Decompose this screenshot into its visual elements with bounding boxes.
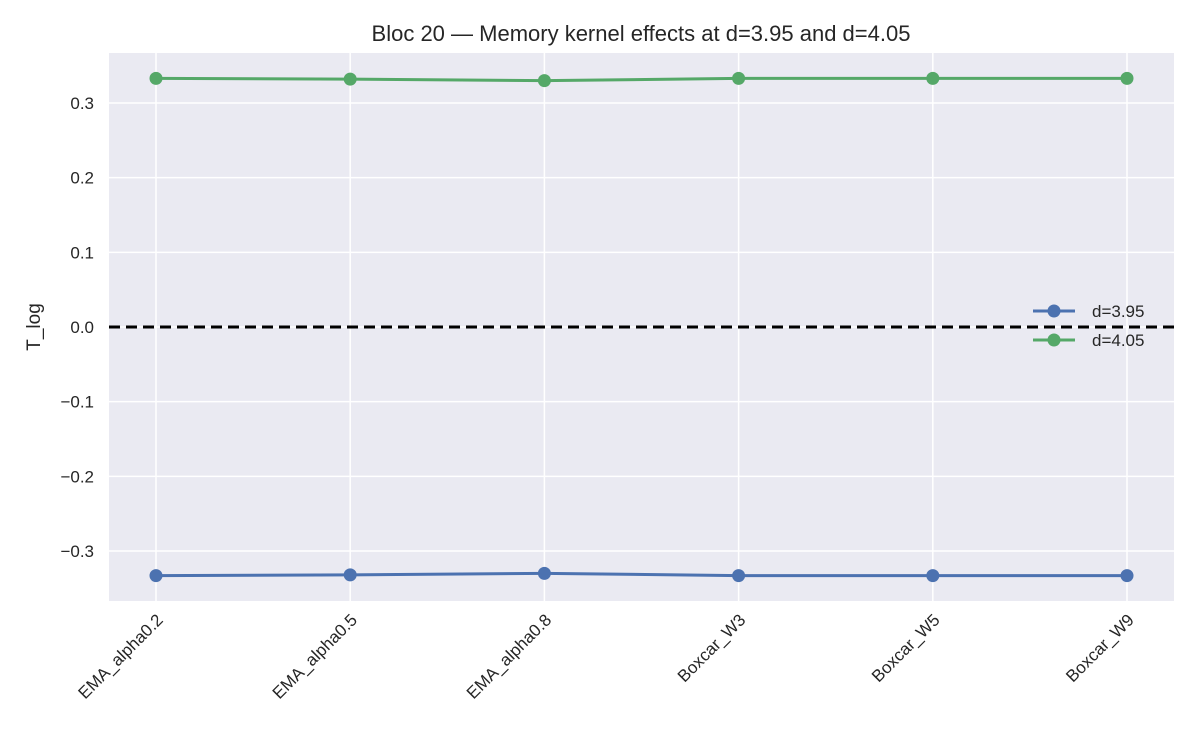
data-point (343, 568, 357, 582)
x-tick-label: EMA_alpha0.8 (463, 610, 555, 702)
x-tick-label: Boxcar_W5 (868, 610, 944, 686)
y-tick-labels: −0.3 −0.2 −0.1 0.0 0.1 0.2 0.3 (60, 94, 94, 561)
data-point (149, 71, 163, 85)
y-tick-label: 0.1 (70, 243, 94, 262)
data-point (537, 566, 551, 580)
legend-marker (1047, 333, 1061, 347)
data-point (343, 72, 357, 86)
data-point (926, 71, 940, 85)
data-point (926, 569, 940, 583)
y-tick-label: 0.2 (70, 169, 94, 188)
series-line (155, 76, 1127, 83)
series-line (155, 571, 1127, 578)
series-0 (149, 566, 1134, 583)
legend-marker (1047, 304, 1061, 318)
chart-title: Bloc 20 — Memory kernel effects at d=3.9… (372, 21, 911, 46)
x-tick-labels: EMA_alpha0.2 EMA_alpha0.5 EMA_alpha0.8 Boxc… (75, 610, 1138, 702)
y-tick-label: −0.1 (60, 393, 94, 412)
series-1 (149, 71, 1134, 88)
x-tick-label: EMA_alpha0.5 (269, 610, 361, 702)
legend-label: d=3.95 (1092, 302, 1144, 321)
data-point (1120, 569, 1134, 583)
legend-item: d=4.05 (1033, 331, 1144, 350)
y-tick-label: 0.0 (70, 318, 94, 337)
data-point (149, 569, 163, 583)
data-point (732, 569, 746, 583)
y-tick-label: −0.3 (60, 542, 94, 561)
data-point (537, 74, 551, 88)
legend: d=3.95 d=4.05 (1033, 302, 1144, 350)
series-layer (149, 71, 1134, 583)
x-tick-label: Boxcar_W3 (674, 610, 750, 686)
y-tick-label: −0.2 (60, 467, 94, 486)
data-point (1120, 71, 1134, 85)
x-tick-label: Boxcar_W9 (1062, 610, 1138, 686)
y-axis-label: T_log (24, 303, 45, 351)
data-point (732, 71, 746, 85)
x-tick-label: EMA_alpha0.2 (75, 610, 167, 702)
y-tick-label: 0.3 (70, 94, 94, 113)
legend-label: d=4.05 (1092, 331, 1144, 350)
legend-item: d=3.95 (1033, 302, 1144, 321)
